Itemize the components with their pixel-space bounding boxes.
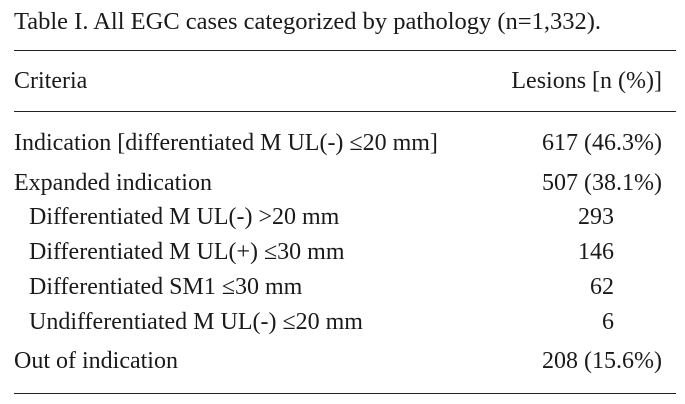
- header-rule: [14, 111, 676, 112]
- header-lesions: Lesions [n (%)]: [511, 68, 662, 94]
- row-value: 6: [602, 309, 614, 335]
- row-value: 146: [578, 239, 614, 265]
- table-row: Out of indication 208 (15.6%): [14, 344, 662, 378]
- table-row: Expanded indication 507 (38.1%): [14, 166, 662, 200]
- row-label: Indication [differentiated M UL(-) ≤20 m…: [14, 130, 438, 156]
- top-rule: [14, 50, 676, 51]
- row-label: Differentiated M UL(-) >20 mm: [29, 204, 340, 230]
- table-row: Differentiated SM1 ≤30 mm 62: [14, 270, 662, 304]
- row-value: 617 (46.3%): [542, 130, 662, 156]
- row-value: 62: [590, 274, 614, 300]
- bottom-rule: [14, 393, 676, 394]
- table-row: Differentiated M UL(-) >20 mm 293: [14, 200, 662, 234]
- row-label: Undifferentiated M UL(-) ≤20 mm: [29, 309, 363, 335]
- row-value: 208 (15.6%): [542, 348, 662, 374]
- header-criteria: Criteria: [14, 68, 88, 94]
- table-row: Indication [differentiated M UL(-) ≤20 m…: [14, 126, 662, 160]
- header-row: Criteria Lesions [n (%)]: [14, 64, 662, 98]
- row-label: Differentiated SM1 ≤30 mm: [29, 274, 303, 300]
- row-value: 507 (38.1%): [542, 170, 662, 196]
- row-label: Out of indication: [14, 348, 178, 374]
- table-row: Differentiated M UL(+) ≤30 mm 146: [14, 235, 662, 269]
- table-caption: Table I. All EGC cases categorized by pa…: [14, 8, 602, 35]
- row-value: 293: [578, 204, 614, 230]
- row-label: Expanded indication: [14, 170, 212, 196]
- row-label: Differentiated M UL(+) ≤30 mm: [29, 239, 345, 265]
- table-row: Undifferentiated M UL(-) ≤20 mm 6: [14, 305, 662, 339]
